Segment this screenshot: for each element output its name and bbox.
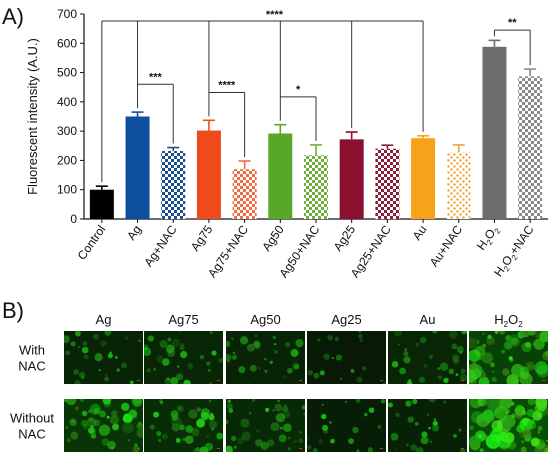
significance-bracket: * bbox=[280, 84, 317, 141]
significance-bracket: **** bbox=[208, 79, 246, 158]
micrograph-ag50-with-nac bbox=[226, 331, 305, 384]
y-tick-label: 600 bbox=[57, 36, 77, 50]
micrograph-h2o2-without-nac bbox=[469, 399, 548, 452]
bar-ag50-nac bbox=[304, 155, 328, 219]
x-tick-label: Control bbox=[75, 223, 109, 263]
x-tick-label: Ag75 bbox=[188, 222, 216, 253]
bar-ag-nac bbox=[161, 151, 186, 219]
x-tick-label: Ag25 bbox=[331, 222, 359, 253]
significance-bracket: *** bbox=[137, 71, 174, 144]
micrograph-h2o2-with-nac bbox=[469, 331, 548, 384]
micrograph-ag-without-nac bbox=[64, 399, 143, 452]
column-header-ag25: Ag25 bbox=[331, 312, 361, 327]
y-axis-title: Fluorescent intensity (A.U.) bbox=[25, 38, 40, 195]
column-header-h2o2: H2O2 bbox=[494, 312, 523, 329]
y-tick-label: 0 bbox=[70, 212, 77, 226]
bar-ag25 bbox=[339, 139, 364, 219]
bar-h2o2 bbox=[482, 46, 507, 219]
y-tick-label: 200 bbox=[57, 153, 77, 167]
significance-label: **** bbox=[266, 9, 284, 21]
row-label: Without bbox=[10, 411, 54, 426]
significance-label: ** bbox=[508, 17, 517, 29]
y-tick-label: 400 bbox=[57, 95, 77, 109]
y-tick-label: 100 bbox=[57, 183, 77, 197]
x-tick-label: H2O2 bbox=[474, 222, 503, 254]
bar-chart: 0 100 200 300 400 500 600 700 Fluorescent intens… bbox=[25, 7, 548, 280]
bar-ag50 bbox=[268, 133, 293, 219]
y-tick-label: 500 bbox=[57, 66, 77, 80]
micrograph-ag-with-nac bbox=[64, 331, 143, 384]
bar-h2o2-nac bbox=[518, 76, 543, 219]
bar-control bbox=[89, 189, 114, 219]
y-tick-label: 700 bbox=[57, 7, 77, 21]
x-tick-label: Ag+NAC bbox=[141, 222, 180, 269]
micrograph-ag75-with-nac bbox=[144, 331, 223, 384]
micrograph-ag25-with-nac bbox=[307, 331, 386, 384]
x-tick-label: Au bbox=[410, 223, 430, 243]
panel-b-label: B) bbox=[2, 298, 24, 323]
bar-ag75-nac bbox=[232, 169, 257, 219]
micrograph-ag75-without-nac bbox=[144, 399, 223, 452]
significance-label: * bbox=[296, 84, 301, 96]
bar-ag75 bbox=[196, 130, 221, 219]
column-header-ag75: Ag75 bbox=[168, 312, 198, 327]
column-header-au: Au bbox=[420, 312, 436, 327]
column-header-ag50: Ag50 bbox=[250, 312, 280, 327]
row-label: NAC bbox=[18, 427, 45, 442]
significance-bracket: ** bbox=[493, 17, 531, 66]
panel-a-label: A) bbox=[2, 4, 24, 29]
micrograph-au-with-nac bbox=[388, 331, 467, 384]
significance-label: *** bbox=[149, 71, 163, 83]
x-tick-label: Ag50 bbox=[259, 222, 287, 253]
micrograph-ag25-without-nac bbox=[307, 399, 386, 452]
micrograph-ag50-without-nac bbox=[226, 399, 305, 452]
row-label: With bbox=[19, 343, 45, 358]
y-tick-label: 300 bbox=[57, 124, 77, 138]
significance-label: **** bbox=[218, 79, 236, 91]
micrograph-au-without-nac bbox=[388, 399, 467, 452]
bar-au-nac bbox=[446, 152, 471, 219]
row-label: NAC bbox=[18, 359, 45, 374]
bar-au bbox=[411, 138, 436, 219]
x-tick-label: Au+NAC bbox=[427, 222, 466, 269]
x-tick-label: Ag bbox=[124, 223, 144, 243]
bar-ag25-nac bbox=[375, 148, 400, 219]
bar-ag bbox=[125, 116, 150, 219]
significance-bracket: **** bbox=[101, 9, 424, 183]
column-header-ag: Ag bbox=[96, 312, 112, 327]
